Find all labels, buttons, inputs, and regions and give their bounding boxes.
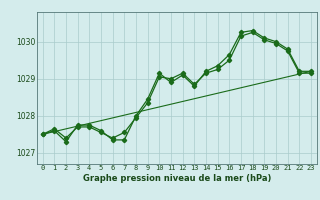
X-axis label: Graphe pression niveau de la mer (hPa): Graphe pression niveau de la mer (hPa) [83,174,271,183]
